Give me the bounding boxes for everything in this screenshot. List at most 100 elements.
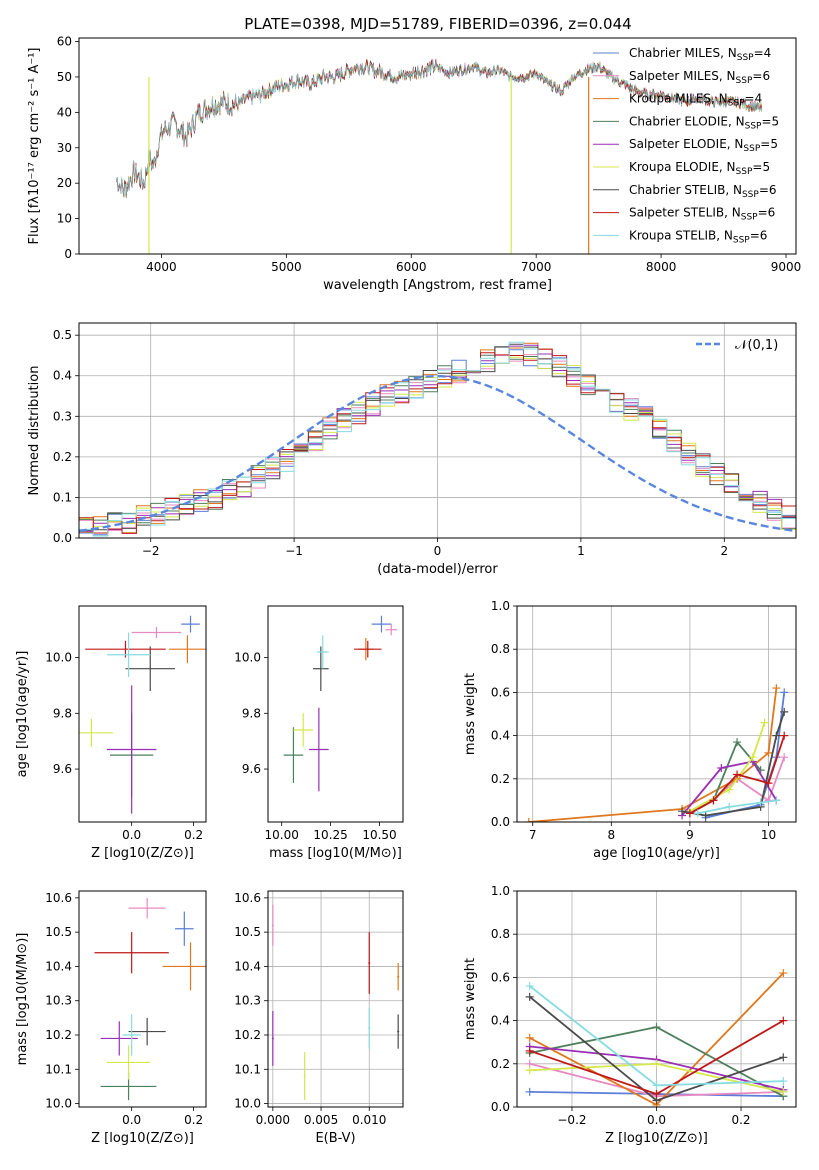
- y-tick-label: 0.5: [53, 328, 72, 342]
- mass-weight-marker: [748, 753, 757, 762]
- y-tick-label: 10.0: [234, 1097, 261, 1111]
- normal-curve: [79, 375, 796, 533]
- x-tick-label: 8: [607, 828, 615, 842]
- mass-weight-marker: [525, 992, 534, 1001]
- mass-weight-marker: [525, 1066, 534, 1075]
- axes-frame: [78, 322, 797, 539]
- histogram-step: [79, 341, 796, 537]
- y-tick-label: 10.0: [234, 651, 261, 665]
- x-tick-label: −0.2: [557, 1113, 586, 1127]
- x-tick-label: 1: [577, 544, 585, 558]
- axes-frame: [78, 605, 207, 823]
- mass-weight-marker: [779, 1077, 788, 1086]
- x-tick-label: 0: [434, 544, 442, 558]
- histogram-step: [79, 356, 796, 530]
- axes-frame: [267, 605, 404, 823]
- y-tick-label: 10.5: [234, 925, 261, 939]
- y-tick-label: 10.6: [45, 891, 72, 905]
- x-tick-label: 4000: [146, 260, 177, 274]
- x-tick-label: 0.005: [304, 1113, 338, 1127]
- mass-weight-marker: [678, 807, 687, 816]
- y-tick-label: 9.8: [53, 706, 72, 720]
- x-tick-label: 0.2: [731, 1113, 750, 1127]
- mass-weight-marker: [525, 1033, 534, 1042]
- y-tick-label: 0.0: [53, 531, 72, 545]
- mass-weight-marker: [652, 1023, 661, 1032]
- y-axis-label: age [log10(age/yr)]: [15, 651, 30, 778]
- x-tick-label: 0.2: [184, 1113, 203, 1127]
- y-tick-label: 20: [57, 176, 72, 190]
- plot-area: [116, 58, 763, 254]
- y-tick-label: 9.6: [242, 762, 261, 776]
- mass-weight-marker: [780, 753, 789, 762]
- x-tick-label: 0.010: [352, 1113, 386, 1127]
- x-tick-label: 7: [529, 828, 537, 842]
- y-tick-label: 10.2: [45, 1028, 72, 1042]
- x-tick-label: 10.50: [362, 828, 396, 842]
- legend-entry: Salpeter MILES, NSSP=6: [629, 69, 770, 86]
- y-tick-label: 0.2: [491, 1057, 510, 1071]
- mass-weight-line: [681, 760, 778, 817]
- y-tick-label: 10.1: [45, 1062, 72, 1076]
- x-tick-label: 6000: [396, 260, 427, 274]
- y-tick-label: 10.4: [234, 959, 261, 973]
- y-tick-label: 10.1: [234, 1062, 261, 1076]
- mass-weight-marker: [725, 785, 734, 794]
- y-axis-label: mass [log10(M/M⊙)]: [15, 933, 30, 1066]
- x-tick-label: 0.0: [647, 1113, 666, 1127]
- panel-mass_vs_Z: 0.0 0.2 10.0 10.1 10.2 10.3 10.4 10.5 10.6 Z [log…: [15, 890, 207, 1146]
- x-tick-label: 10: [761, 828, 776, 842]
- x-axis-label: Z [log10(Z/Z⊙)]: [91, 846, 194, 861]
- y-tick-label: 0.0: [491, 1100, 510, 1114]
- y-tick-label: 0.0: [491, 815, 510, 829]
- mass-weight-marker: [779, 1087, 788, 1096]
- mass-weight-marker: [525, 1087, 534, 1096]
- mass-weight-marker: [685, 809, 694, 818]
- y-tick-label: 0.2: [53, 450, 72, 464]
- mass-weight-marker: [733, 738, 742, 747]
- mass-weight-marker: [764, 779, 773, 788]
- plot-area: [79, 323, 796, 538]
- y-tick-label: 10.0: [45, 1097, 72, 1111]
- mass-weight-marker: [652, 1090, 661, 1099]
- y-tick-label: 40: [57, 105, 72, 119]
- y-tick-label: 0.4: [53, 369, 72, 383]
- x-tick-label: 0.2: [184, 828, 203, 842]
- y-tick-label: 0.6: [491, 685, 510, 699]
- panels-group: 4000 5000 6000 7000 8000 90000102030405060wav…: [15, 35, 801, 1146]
- panel-age_vs_Z: 0.0 0.2 9.6 9.8 10.0 Z [log10(Z/Z⊙)] age [log1…: [15, 605, 207, 861]
- axes-frame: [78, 890, 207, 1108]
- x-tick-label: 8000: [646, 260, 677, 274]
- axes-frame: [267, 890, 404, 1108]
- x-tick-label: −1: [285, 544, 303, 558]
- x-tick-label: 9000: [771, 260, 802, 274]
- mass-weight-marker: [525, 982, 534, 991]
- plot-area: [268, 891, 403, 1107]
- x-axis-label: mass [log10(M/M⊙)]: [269, 846, 402, 861]
- y-tick-label: 0.8: [491, 642, 510, 656]
- y-tick-label: 10.3: [45, 994, 72, 1008]
- panel-mass_weight_vs_Z: −0.2 0.0 0.2 0.0 0.2 0.4 0.6 0.8 1.0 Z [log10(Z/Z…: [463, 884, 797, 1146]
- mass-weight-marker: [779, 1053, 788, 1062]
- y-tick-label: 60: [57, 35, 72, 49]
- y-axis-label: mass weight: [463, 673, 478, 755]
- y-tick-label: 50: [57, 70, 72, 84]
- mass-weight-marker: [756, 798, 765, 807]
- y-tick-label: 10.3: [234, 994, 261, 1008]
- x-tick-label: 5000: [271, 260, 302, 274]
- y-tick-label: 1.0: [491, 599, 510, 613]
- x-tick-label: 2: [720, 544, 728, 558]
- y-axis-label: Flux [fλ10⁻¹⁷ erg cm⁻² s⁻¹ A⁻¹]: [27, 48, 42, 245]
- mass-weight-marker: [717, 764, 726, 772]
- plot-area: [283, 615, 398, 792]
- y-tick-label: 10.0: [45, 651, 72, 665]
- axes-frame: [516, 605, 797, 823]
- legend-entry: Chabrier STELIB, NSSP=6: [629, 183, 777, 200]
- legend-entry: Salpeter STELIB, NSSP=6: [629, 206, 775, 223]
- mass-weight-marker: [780, 731, 789, 740]
- y-tick-label: 0: [64, 247, 72, 261]
- panel-age_vs_mass: 10.00 10.25 10.50 9.6 9.8 10.0 mass [log10(M/M…: [234, 605, 404, 861]
- y-tick-label: 0.6: [491, 970, 510, 984]
- mass-weight-marker: [524, 818, 533, 822]
